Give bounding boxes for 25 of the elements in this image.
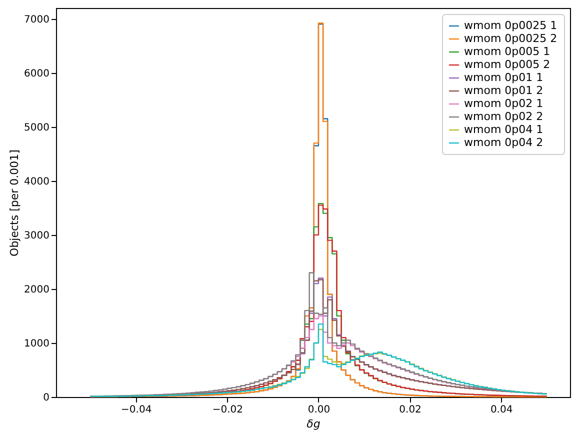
y-tick-label: 5000: [24, 122, 50, 134]
y-tick-label: 0: [43, 392, 50, 404]
legend-label: wmom 0p0025 1: [464, 19, 558, 32]
x-tick-label: 0.00: [308, 404, 330, 416]
legend-label: wmom 0p005 1: [464, 45, 550, 58]
legend-label: wmom 0p04 1: [464, 123, 544, 136]
y-tick-label: 2000: [24, 284, 50, 296]
legend-label: wmom 0p005 2: [464, 58, 550, 71]
x-tick-label: 0.02: [399, 404, 422, 416]
y-tick-label: 1000: [24, 338, 50, 350]
y-tick-label: 4000: [24, 176, 50, 188]
legend-label: wmom 0p04 2: [464, 136, 544, 149]
legend-label: wmom 0p01 1: [464, 71, 544, 84]
y-tick-label: 3000: [24, 230, 50, 242]
y-tick-label: 6000: [24, 68, 50, 80]
x-axis-title: δg: [306, 418, 320, 430]
legend-label: wmom 0p02 1: [464, 97, 544, 110]
x-tick-label: 0.04: [490, 404, 513, 416]
y-tick-label: 7000: [24, 14, 50, 26]
x-tick-label: −0.02: [212, 404, 244, 416]
legend-label: wmom 0p02 2: [464, 110, 544, 123]
legend-label: wmom 0p0025 2: [464, 32, 558, 45]
y-axis-title: Objects [per 0.001]: [8, 150, 22, 256]
legend-label: wmom 0p01 2: [464, 84, 544, 97]
x-tick-label: −0.04: [121, 404, 152, 416]
